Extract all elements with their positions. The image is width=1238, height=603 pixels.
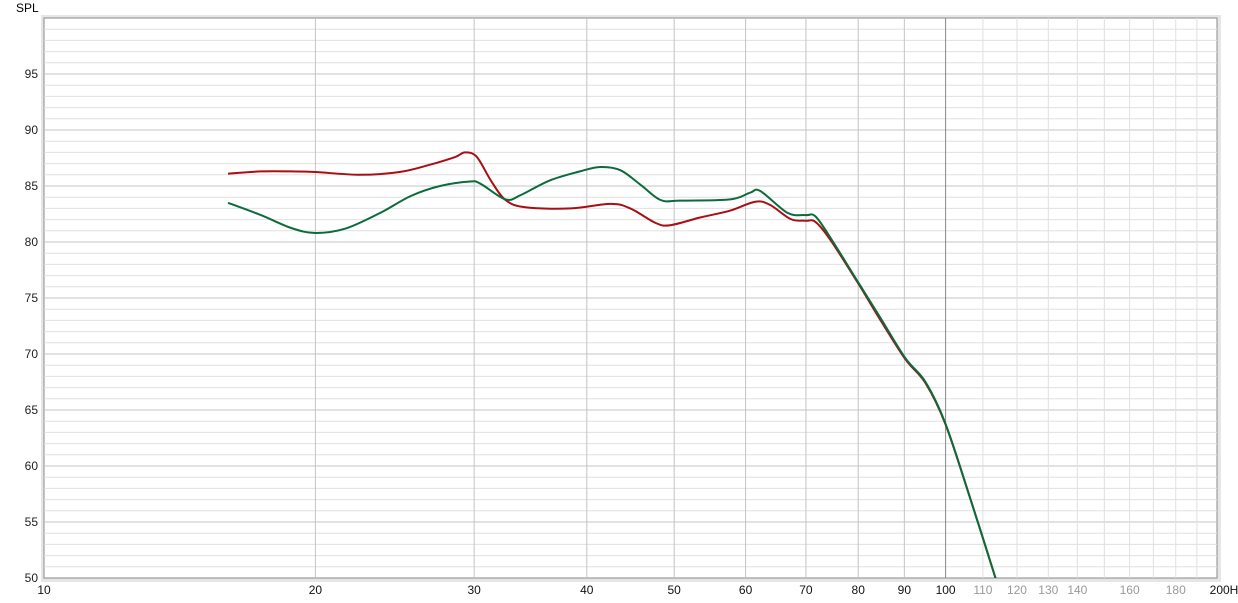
y-tick-label: 90 bbox=[25, 123, 39, 137]
x-tick-label: 10 bbox=[37, 583, 51, 597]
x-tick-label-minor: 110 bbox=[973, 583, 992, 597]
x-tick-label: 100 bbox=[936, 583, 956, 597]
x-tick-label: 200Hz bbox=[1210, 583, 1238, 597]
y-tick-label: 95 bbox=[25, 67, 39, 81]
y-tick-label: 65 bbox=[25, 403, 39, 417]
x-tick-label-minor: 140 bbox=[1067, 583, 1087, 597]
series-line-green bbox=[227, 165, 997, 578]
y-tick-label: 80 bbox=[25, 235, 39, 249]
x-tick-label: 90 bbox=[898, 583, 912, 597]
x-tick-label-minor: 180 bbox=[1166, 583, 1186, 597]
x-tick-label: 80 bbox=[852, 583, 866, 597]
y-tick-label: 85 bbox=[25, 179, 39, 193]
y-tick-label: 55 bbox=[25, 515, 39, 529]
x-tick-label: 50 bbox=[668, 583, 682, 597]
y-axis-title: SPL bbox=[16, 1, 39, 15]
grid bbox=[44, 18, 1217, 578]
y-tick-label: 50 bbox=[25, 571, 39, 585]
x-tick-label: 60 bbox=[739, 583, 753, 597]
y-tick-label: 60 bbox=[25, 459, 39, 473]
series-group bbox=[227, 151, 997, 578]
series-line-red bbox=[227, 151, 997, 578]
y-tick-label: 75 bbox=[25, 291, 39, 305]
axis-labels: 50 55 60 65 70 75 80 85 90 95 10 20 30 40 50 60 70 80 90 10… bbox=[25, 67, 1238, 597]
x-tick-label: 30 bbox=[467, 583, 481, 597]
y-tick-label: 70 bbox=[25, 347, 39, 361]
x-tick-label: 40 bbox=[580, 583, 594, 597]
x-tick-label: 70 bbox=[799, 583, 813, 597]
x-tick-label-minor: 160 bbox=[1120, 583, 1140, 597]
x-tick-label-minor: 120 bbox=[1007, 583, 1027, 597]
x-tick-label: 20 bbox=[309, 583, 323, 597]
x-tick-label-minor: 130 bbox=[1038, 583, 1058, 597]
